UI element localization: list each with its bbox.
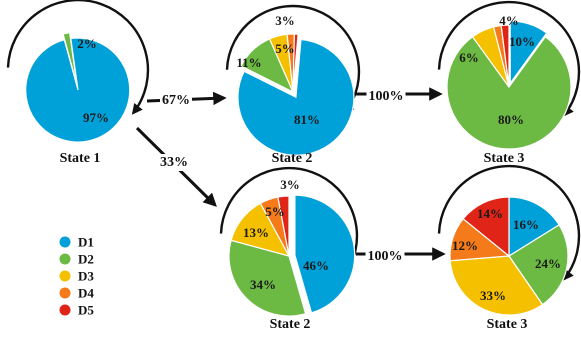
slice-label-s3b-d2: 24% [535,256,561,271]
pie-slice-s3b-d1 [508,196,560,258]
slice-label-s2b-d4: 5% [265,204,285,219]
transition-label-s2b-s3b: 100% [368,249,403,264]
pie-slice-s3b-d2 [508,224,569,306]
pie-slice-s2b-d5 [277,195,290,257]
slice-label-s2a-d5: 3% [275,13,295,28]
legend-swatch-d1 [59,236,71,248]
pie-s1: 97% 2% State 1 [25,31,131,166]
state-label-s3b: State 3 [487,317,528,332]
slice-label-s3b-d1: 16% [513,217,539,232]
slice-label-s2b-d1: 46% [303,258,329,273]
legend-label-d3: D3 [78,269,94,284]
legend: D1 D2 D3 D4 D5 [59,235,94,318]
legend-label-d2: D2 [78,252,94,267]
self-loop-s1 [6,0,150,115]
state-label-s3a: State 3 [484,151,525,166]
transition-label-bg [158,154,190,171]
slice-label-s3b-d4: 12% [452,238,478,253]
slice-label-s3a-d2: 80% [498,112,524,127]
self-loop-s3b [437,164,581,281]
transition-label-s2a-s3a: 100% [369,89,404,104]
legend-label-d1: D1 [78,235,94,250]
pie-slice-s2b-d2 [228,239,307,317]
pie-layer: 97% 2% State 1 81% 11% 5% 3% State 2 10% 80% 6% 4% S… [25,13,572,332]
legend-label-d4: D4 [78,286,94,301]
self-loop-s3a [437,0,581,117]
slice-label-s2b-d5: 3% [280,177,300,192]
state-label-s2b: State 2 [270,317,311,332]
pie-slice-s3a-d2 [446,35,572,150]
pie-slice-s3b-d3 [449,255,544,316]
slice-label-s2a-d2: 11% [236,55,261,70]
legend-swatch-d2 [59,253,71,265]
pie-slice-s1-d1 [25,37,131,143]
legend-label-d5: D5 [78,303,94,318]
pie-s2a: 81% 11% 5% 3% State 2 [236,13,355,166]
legend-swatch-d4 [59,287,71,299]
self-loop-s2b [219,166,359,280]
slice-label-s1-d1: 97% [83,110,109,125]
slice-label-s3a-d1: 10% [509,34,535,49]
pie-slice-s2b-d1 [294,194,356,314]
slice-label-s1-d2: 2% [77,36,97,51]
slice-label-s3b-d5: 14% [477,206,503,221]
pie-slice-s2a-d5 [292,33,299,93]
slice-label-s3a-d5: 4% [499,13,519,28]
slice-label-s3a-d3: 6% [459,50,479,65]
pie-slice-s1-d2 [62,31,78,85]
slice-label-s2b-d3: 13% [243,225,269,240]
pie-slice-s3a-d1 [509,20,548,86]
self-loop-layer [6,0,581,281]
transition-label-bg [160,92,192,109]
pie-slice-s2a-d1 [237,38,355,156]
transition-layer: 67% 33% 100% 100% [135,87,446,265]
self-loop-s2a [225,4,361,115]
pie-s3b: 16% 24% 33% 12% 14% State 3 [449,196,569,332]
pie-slice-s3a-d5 [500,24,510,88]
pie-slice-s3b-d5 [462,196,510,258]
legend-swatch-d5 [59,304,71,316]
legend-swatch-d3 [59,270,71,282]
transition-label-bg [365,248,405,265]
slice-label-s2a-d3: 5% [275,41,295,56]
state-label-s2a: State 2 [272,151,313,166]
slice-label-s2b-d2: 34% [250,277,276,292]
pie-s3a: 10% 80% 6% 4% State 3 [446,13,572,166]
transition-label-bg [366,88,406,105]
slice-label-s2a-d1: 81% [294,112,320,127]
transition-label-s1-s2a: 67% [162,93,190,108]
slice-label-s3b-d3: 33% [480,288,506,303]
transition-label-s1-s2b: 33% [160,155,188,170]
state-label-s1: State 1 [60,151,101,166]
pie-s2b: 46% 34% 13% 5% 3% State 2 [228,177,356,332]
